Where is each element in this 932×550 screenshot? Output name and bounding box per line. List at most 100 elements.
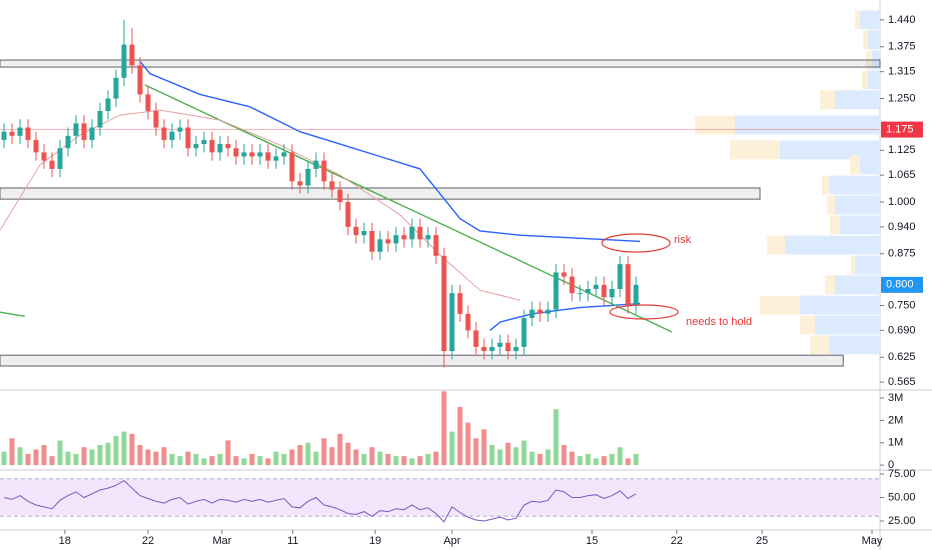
profile-down [820,90,835,110]
volume-bar [81,447,87,466]
volume-bar [393,456,399,466]
candle-body [489,346,495,352]
profile-down [800,315,815,335]
candle-body [25,127,31,140]
volume-bar [89,449,95,466]
zone [0,187,761,200]
y-tick-label: 0.750 [888,299,916,311]
candle-body [129,44,135,66]
profile-down [863,30,868,50]
y-tick-label: 1.440 [888,14,916,26]
candle-body [329,181,335,190]
candle-body [145,94,151,111]
candle-body [193,144,199,149]
candle-body [321,160,327,182]
volume-bar [473,438,479,466]
candle-body [201,139,207,145]
y-tick-label: 0.875 [888,248,916,260]
indicator-line [0,311,25,317]
y-tick-label: 2M [888,414,903,426]
profile-down [851,255,855,275]
volume-bar [249,453,255,466]
volume-bar [353,449,359,466]
profile-down [760,295,800,315]
candle-body [441,255,447,352]
candle-body [545,309,551,314]
candle-body [577,293,583,295]
volume-bar [433,451,439,466]
candle-body [537,309,543,314]
profile-up [835,275,880,295]
volume-bar [65,451,71,466]
volume-bar [57,440,63,466]
candle-body [449,293,455,352]
profile-up [830,175,880,195]
candle-body [401,235,407,240]
y-tick-label: 0.625 [888,351,916,363]
y-tick-label: 1.250 [888,92,916,104]
candle-body [361,231,367,236]
candle-body [233,148,239,157]
volume-bar [497,449,503,466]
volume-bar [329,447,335,466]
annotation: risk [674,234,692,246]
profile-down [855,10,860,30]
candle-body [225,144,231,149]
volume-bar [409,458,415,466]
volume-bar [105,442,111,466]
candle-body [17,127,23,136]
volume-bar [17,447,23,466]
annotation: needs to hold [686,316,752,328]
volume-bar [209,456,215,466]
volume-bar [73,453,79,466]
volume-bar [633,453,639,466]
x-tick-label: Apr [443,535,460,547]
volume-bar [569,451,575,466]
profile-up [868,30,880,50]
volume-bar [505,442,511,466]
candle-body [105,98,111,111]
profile-down [850,155,860,175]
profile-up [868,70,880,90]
y-tick-label: 1.125 [888,144,916,156]
candle-body [281,152,287,157]
candle-body [57,148,63,169]
volume-bar [617,447,623,466]
y-tick-label: 1.000 [888,196,916,208]
candle-body [73,123,79,136]
candle-body [9,131,15,136]
volume-bar [481,429,487,466]
volume-bar [537,453,543,466]
candle-body [513,346,519,352]
candle-body [417,226,423,240]
indicator-line [144,84,673,333]
candle-body [97,110,103,128]
x-tick-label: 22 [671,535,683,547]
profile-down [822,175,830,195]
volume-bar [585,453,591,466]
volume-bar [177,456,183,466]
volume-bar [601,456,607,466]
y-tick-label: 25.00 [888,515,916,527]
volume-bar [225,440,231,466]
candle-body [305,168,311,186]
x-tick-label: 25 [756,535,768,547]
indicator-line [139,60,641,243]
volume-bar [529,451,535,466]
volume-bar [577,456,583,466]
x-tick-label: 11 [287,535,298,547]
annotation-circle [609,304,679,320]
volume-bar [401,456,407,466]
volume-bar [465,422,471,466]
volume-bar [593,458,599,466]
volume-bar [609,453,615,466]
profile-up [835,90,880,110]
candle-body [505,342,511,352]
volume-bar [193,453,199,466]
y-tick-label: 0.690 [888,324,916,336]
candle-body [569,276,575,294]
volume-bar [1,451,7,466]
profile-down [767,235,785,255]
volume-bar [137,444,143,466]
